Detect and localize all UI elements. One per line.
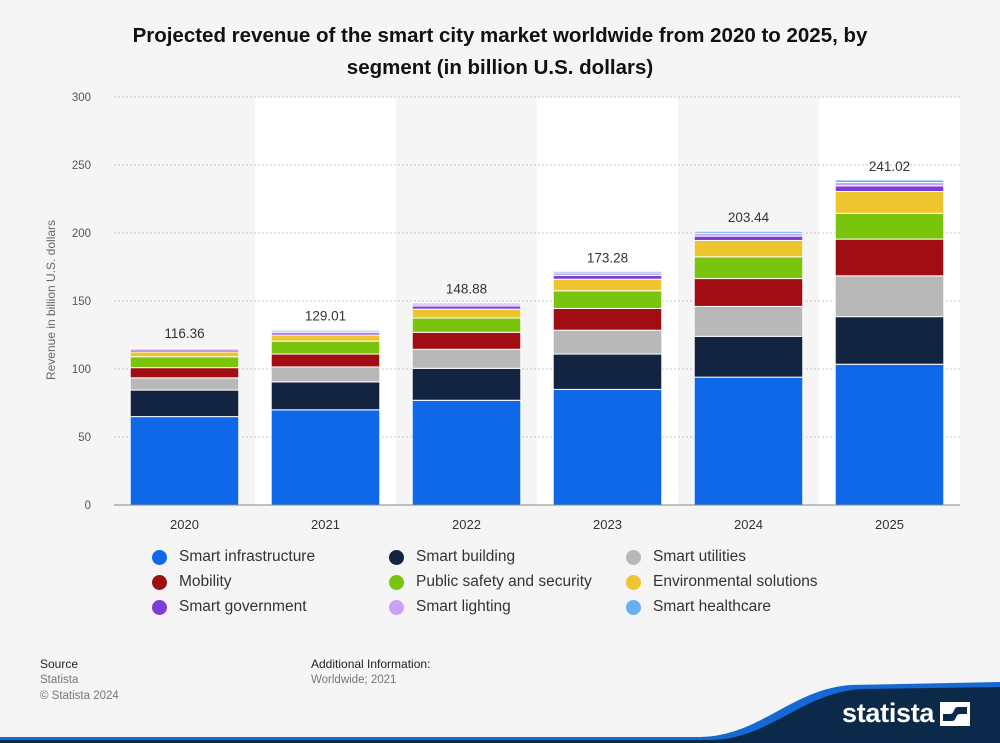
legend-label: Smart government	[179, 598, 307, 615]
legend-label: Smart building	[416, 548, 516, 565]
legend-dot-icon	[389, 599, 404, 615]
total-label: 203.44	[728, 210, 770, 225]
total-label: 241.02	[869, 159, 910, 174]
legend-label: Public safety and security	[416, 573, 592, 590]
legend-item[interactable]: Smart government	[152, 598, 389, 616]
legend-label: Smart healthcare	[653, 598, 772, 615]
footer-additional-info: Additional Information: Worldwide; 2021	[311, 656, 430, 688]
bar-segment	[834, 316, 945, 365]
y-tick-label: 200	[72, 228, 91, 240]
legend-dot-icon	[626, 574, 641, 590]
total-label: 129.01	[305, 309, 346, 324]
info-text: Worldwide; 2021	[311, 674, 397, 686]
legend-dot-icon	[152, 599, 167, 615]
x-tick-label: 2024	[734, 517, 763, 532]
legend: Smart infrastructure Smart building Smart …	[152, 548, 872, 616]
bars	[129, 179, 945, 506]
bar-segment	[411, 301, 522, 305]
legend-dot-icon	[626, 549, 641, 565]
legend-item[interactable]: Mobility	[152, 573, 389, 591]
total-label: 148.88	[446, 281, 487, 296]
x-tick-label: 2021	[311, 517, 340, 532]
y-axis-label: Revenue in billion U.S. dollars	[44, 220, 58, 380]
bar-segment	[693, 278, 804, 307]
total-label: 116.36	[164, 326, 204, 341]
bar-segment	[834, 238, 945, 277]
legend-label: Smart utilities	[653, 548, 747, 565]
bar-segment	[834, 179, 945, 184]
brand-wave-accent	[0, 682, 1000, 743]
bar-segment	[411, 367, 522, 401]
bar-segment	[270, 329, 381, 332]
y-tick-label: 50	[78, 432, 91, 444]
y-tick-label: 150	[72, 296, 91, 308]
legend-dot-icon	[389, 549, 404, 565]
bar-segment	[552, 270, 663, 274]
x-tick-label: 2020	[170, 517, 199, 532]
statista-mark-icon	[940, 701, 971, 726]
bar-segment	[129, 346, 240, 349]
x-tick-label: 2023	[593, 517, 622, 532]
footer-source: Source Statista © Statista 2024	[40, 656, 119, 704]
bar-segment	[270, 409, 381, 506]
legend-item[interactable]: Environmental solutions	[626, 573, 866, 591]
bar-segment	[834, 275, 945, 318]
source-name[interactable]: Statista	[40, 674, 79, 686]
x-tick-label: 2025	[875, 517, 904, 532]
legend-dot-icon	[152, 574, 167, 590]
legend-item[interactable]: Smart infrastructure	[152, 548, 389, 566]
y-axis-ticks: 0 50 100 150 200 250 300	[72, 92, 91, 512]
bar-segment	[834, 363, 945, 506]
legend-dot-icon	[152, 549, 167, 565]
legend-item[interactable]: Smart building	[389, 548, 626, 566]
copyright: © Statista 2024	[40, 690, 119, 702]
legend-item[interactable]: Smart healthcare	[626, 598, 866, 616]
bar-segment	[693, 335, 804, 378]
chart-title: Projected revenue of the smart city mark…	[132, 24, 868, 79]
y-tick-label: 300	[72, 92, 91, 104]
bar-segment	[270, 381, 381, 411]
x-tick-label: 2022	[452, 517, 481, 532]
total-labels: 116.36 129.01 148.88 173.28 203.44 241.02	[164, 159, 910, 341]
legend-dot-icon	[389, 574, 404, 590]
legend-item[interactable]: Smart utilities	[626, 548, 866, 566]
gridlines	[114, 96, 960, 438]
bar-segment	[693, 230, 804, 234]
info-heading: Additional Information:	[311, 657, 431, 671]
y-tick-label: 0	[85, 500, 91, 512]
brand-wave-main	[0, 687, 1000, 743]
legend-item[interactable]: Smart lighting	[389, 598, 626, 616]
y-tick-label: 250	[72, 160, 91, 172]
total-label: 173.28	[587, 250, 628, 265]
bar-segment	[552, 388, 663, 506]
bar-segment	[693, 376, 804, 506]
brand-name: statista	[842, 698, 935, 728]
bar-segment	[552, 353, 663, 390]
legend-label: Smart lighting	[416, 598, 511, 615]
legend-item[interactable]: Public safety and security	[389, 573, 626, 591]
legend-dot-icon	[626, 599, 641, 615]
source-heading: Source	[40, 657, 79, 671]
statista-logo[interactable]: statista	[842, 698, 971, 729]
y-tick-label: 100	[72, 364, 91, 376]
x-axis-labels: 2020 2021 2022 2023 2024 2025	[170, 517, 904, 532]
legend-label: Environmental solutions	[653, 573, 818, 590]
legend-label: Mobility	[179, 573, 232, 590]
legend-label: Smart infrastructure	[179, 548, 316, 565]
